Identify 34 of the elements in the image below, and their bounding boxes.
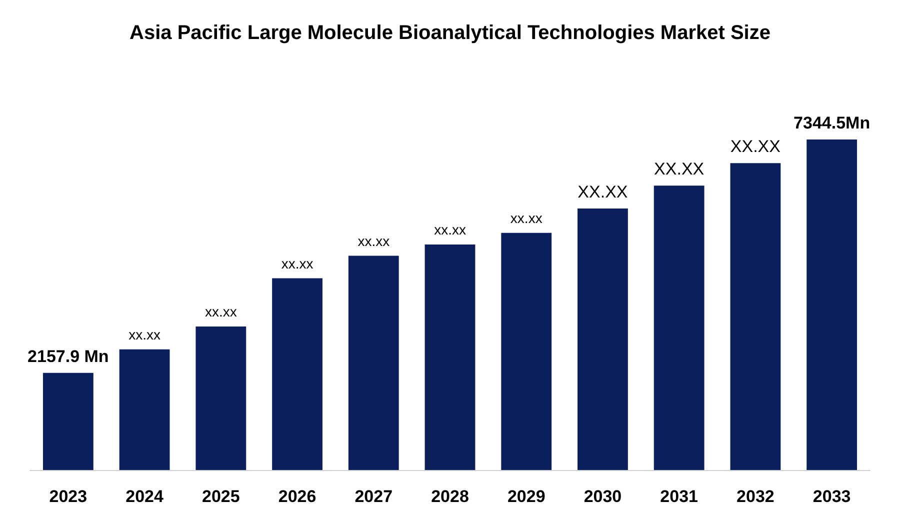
x-tick-label: 2025 <box>202 487 240 506</box>
x-tick-label: 2033 <box>812 487 851 506</box>
data-label: xx.xx <box>510 210 542 226</box>
x-tick-label: 2029 <box>507 487 546 506</box>
bar <box>806 140 858 470</box>
bar <box>501 232 552 470</box>
data-label: xx.xx <box>358 232 390 249</box>
bar <box>272 278 322 470</box>
chart-title: Asia Pacific Large Molecule Bioanalytical Technologies Market Size <box>130 22 770 44</box>
x-tick-label: 2028 <box>431 487 469 506</box>
x-tick-label: 2026 <box>278 487 316 506</box>
bar <box>42 372 94 470</box>
x-tick-label: 2031 <box>660 487 698 506</box>
bar <box>654 186 704 470</box>
x-tick-label: 2023 <box>49 487 88 506</box>
x-tick-label: 2024 <box>126 487 164 506</box>
data-label: xx.xx <box>128 326 160 342</box>
data-label: XX.XX <box>730 137 780 156</box>
data-label: XX.XX <box>654 160 704 179</box>
data-label: 2157.9 Mn <box>28 346 109 366</box>
data-label: xx.xx <box>281 255 314 272</box>
data-label: xx.xx <box>204 303 237 320</box>
bar <box>348 256 399 470</box>
data-label: xx.xx <box>434 222 466 238</box>
bar <box>730 163 781 470</box>
bar <box>119 349 170 470</box>
x-tick-label: 2030 <box>584 487 622 506</box>
bar <box>424 244 476 470</box>
x-tick-label: 2027 <box>354 487 393 506</box>
x-tick-label: 2032 <box>736 487 774 506</box>
data-label: 7344.5Mn <box>794 113 870 132</box>
bar <box>578 208 628 470</box>
bar <box>196 326 246 470</box>
data-label: XX.XX <box>578 182 628 202</box>
